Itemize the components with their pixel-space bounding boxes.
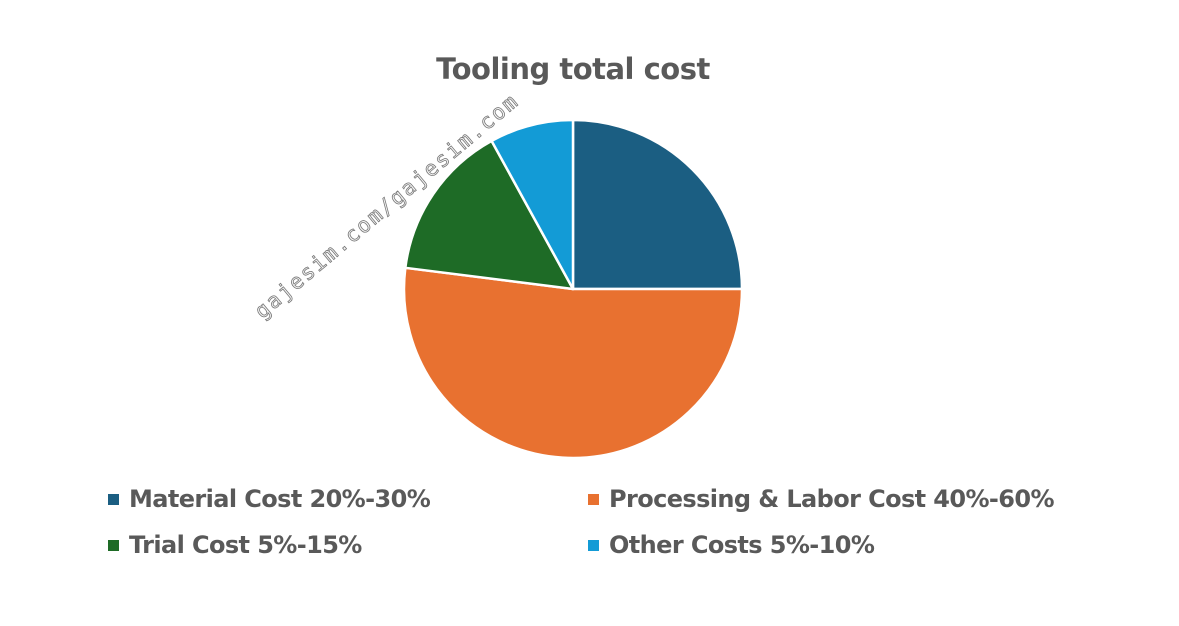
legend-label: Material Cost 20%-30% (129, 485, 431, 513)
legend-item-trial: Trial Cost 5%-15% (108, 531, 362, 559)
pie-slice-0 (571, 118, 744, 291)
legend-item-other: Other Costs 5%-10% (588, 531, 875, 559)
legend-swatch (108, 493, 119, 505)
legend-swatch (588, 539, 599, 551)
chart-title: Tooling total cost (436, 52, 710, 86)
legend-label: Processing & Labor Cost 40%-60% (609, 485, 1055, 513)
legend-swatch (108, 539, 119, 551)
pie-slice-1 (402, 266, 744, 460)
legend-item-processing: Processing & Labor Cost 40%-60% (588, 485, 1055, 513)
pie-slice-2 (404, 139, 575, 291)
legend-label: Other Costs 5%-10% (609, 531, 875, 559)
pie-slice-3 (490, 118, 575, 291)
legend-swatch (588, 493, 599, 505)
legend-item-material: Material Cost 20%-30% (108, 485, 431, 513)
legend-label: Trial Cost 5%-15% (129, 531, 362, 559)
